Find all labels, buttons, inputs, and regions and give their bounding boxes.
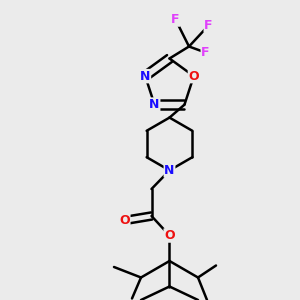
Text: O: O (188, 70, 199, 83)
Text: O: O (164, 229, 175, 242)
Text: O: O (119, 214, 130, 227)
Text: F: F (204, 19, 213, 32)
Text: F: F (171, 13, 180, 26)
Text: N: N (149, 98, 160, 111)
Text: N: N (140, 70, 150, 83)
Text: N: N (164, 164, 175, 177)
Text: F: F (201, 46, 210, 59)
